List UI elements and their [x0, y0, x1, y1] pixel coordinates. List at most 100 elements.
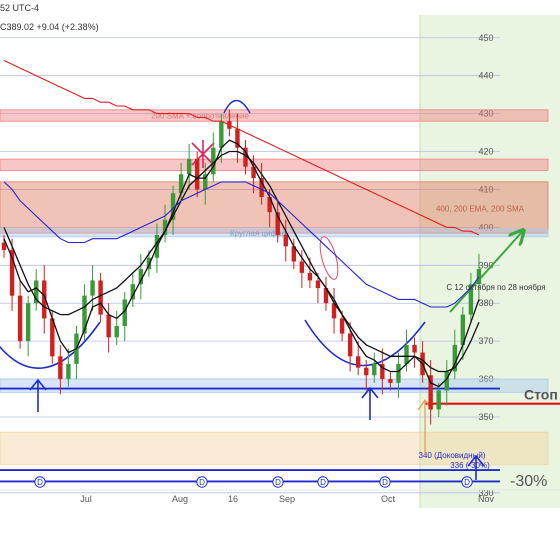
candle-body [396, 363, 401, 383]
y-tick-label: 390 [478, 260, 493, 270]
candle-body [203, 174, 208, 190]
candle-body [412, 344, 417, 353]
dividend-marker[interactable] [379, 476, 391, 488]
chart-header-quote: C389.02 +9.04 (+2.38%) [0, 22, 99, 32]
candle-body [146, 257, 152, 270]
candle-body [372, 363, 377, 376]
candle-body [347, 333, 353, 357]
dividend-marker-label: D [320, 478, 326, 487]
moving-average-line [3, 60, 480, 236]
candle-body [9, 250, 15, 296]
moving-average-line [3, 139, 480, 388]
zone-label: Круглая цифра [230, 229, 287, 238]
x-tick-label: 16 [228, 494, 238, 504]
price-zone [0, 431, 549, 465]
cup-pattern-right [304, 319, 426, 367]
dividend-marker-label: D [464, 478, 470, 487]
candle-body [82, 295, 87, 334]
y-tick-label: 440 [478, 71, 493, 81]
candle-body [138, 269, 144, 285]
y-tick-label: 410 [478, 184, 493, 194]
candle-body [211, 147, 216, 175]
annotations: С 12 октября по 28 ноября -30% [446, 283, 547, 490]
candle-body [436, 390, 441, 410]
dividend-marker[interactable] [461, 476, 473, 488]
candle-body [356, 356, 361, 368]
price-zone [0, 228, 549, 238]
dividend-marker[interactable] [317, 476, 329, 488]
candle-body [219, 121, 224, 148]
candle-body [299, 261, 305, 273]
forecast-window-label: С 12 октября по 28 ноября [446, 283, 545, 292]
drawdown-label: -30% [510, 473, 547, 490]
dividend-marker[interactable] [196, 476, 208, 488]
candle-body [307, 272, 313, 281]
candle-body [460, 314, 466, 345]
candle-body [106, 314, 111, 338]
drawings [0, 99, 522, 480]
candle-body [66, 363, 71, 380]
candle-body [267, 197, 272, 213]
price-zone [0, 109, 549, 122]
dividend-marker-label: D [37, 478, 43, 487]
price-zone [0, 158, 549, 171]
forecast-arrow [449, 232, 522, 313]
candle-body [251, 166, 256, 179]
candle-body [380, 363, 385, 380]
level-label: 336 (-30%) [450, 461, 490, 470]
time-axis: Jul Aug 16 Sep Oct Nov D D D D D D [0, 476, 560, 504]
candle-body [452, 344, 457, 372]
zone-label: 340 (Доковидный) [419, 451, 486, 460]
up-arrow-bottom [467, 454, 485, 480]
y-tick-label: 330 [478, 488, 493, 498]
y-tick-label: 380 [478, 298, 493, 308]
candle-body [283, 234, 288, 247]
x-tick-label: Oct [381, 494, 396, 504]
candle-body [178, 174, 184, 194]
y-tick-label: 420 [478, 147, 493, 157]
candle-body [90, 280, 95, 296]
cup-pattern-left [0, 321, 101, 370]
candle-body [186, 159, 192, 175]
forecast-window [420, 15, 560, 508]
zone-label: 200 SMA + сопротивление [151, 111, 249, 120]
moving-average-line [3, 150, 480, 373]
candle-body [323, 288, 329, 304]
dividend-marker-label: D [199, 478, 205, 487]
candle-body [50, 318, 55, 357]
candle-body [162, 219, 168, 235]
candle-body [275, 212, 280, 235]
candle-body [1, 242, 7, 251]
up-arrow-left [29, 378, 47, 412]
dividend-marker[interactable] [272, 476, 284, 488]
up-arrow-right [361, 386, 379, 420]
x-tick-label: Sep [279, 494, 295, 504]
candle-body [388, 379, 393, 383]
moving-averages [3, 60, 480, 388]
chart-header-time: 52 UTC-4 [0, 3, 40, 13]
moving-average-line [3, 181, 480, 308]
candle-body [25, 303, 31, 342]
dividend-marker[interactable] [34, 476, 46, 488]
candle-body [331, 303, 337, 319]
candle-body [58, 356, 63, 380]
y-tick-label: 400 [478, 222, 493, 232]
dividend-marker-label: D [382, 478, 388, 487]
candle-body [259, 178, 264, 198]
candle-body [195, 159, 200, 190]
candle-body [291, 246, 296, 262]
dividend-marker-label: D [275, 478, 281, 487]
candle-body [34, 280, 39, 304]
candle-body [122, 299, 127, 326]
x-tick-label: Nov [478, 494, 495, 504]
candle-body [404, 344, 409, 364]
stop-label: Стоп [524, 387, 558, 403]
candle-body [444, 371, 449, 391]
zone-label: 400, 200 EMA, 200 SMA [436, 204, 525, 213]
candle-body [114, 325, 119, 338]
candles [1, 109, 482, 425]
candle-body [17, 295, 23, 342]
x-tick-label: Jul [80, 494, 92, 504]
candle-body [130, 284, 135, 300]
